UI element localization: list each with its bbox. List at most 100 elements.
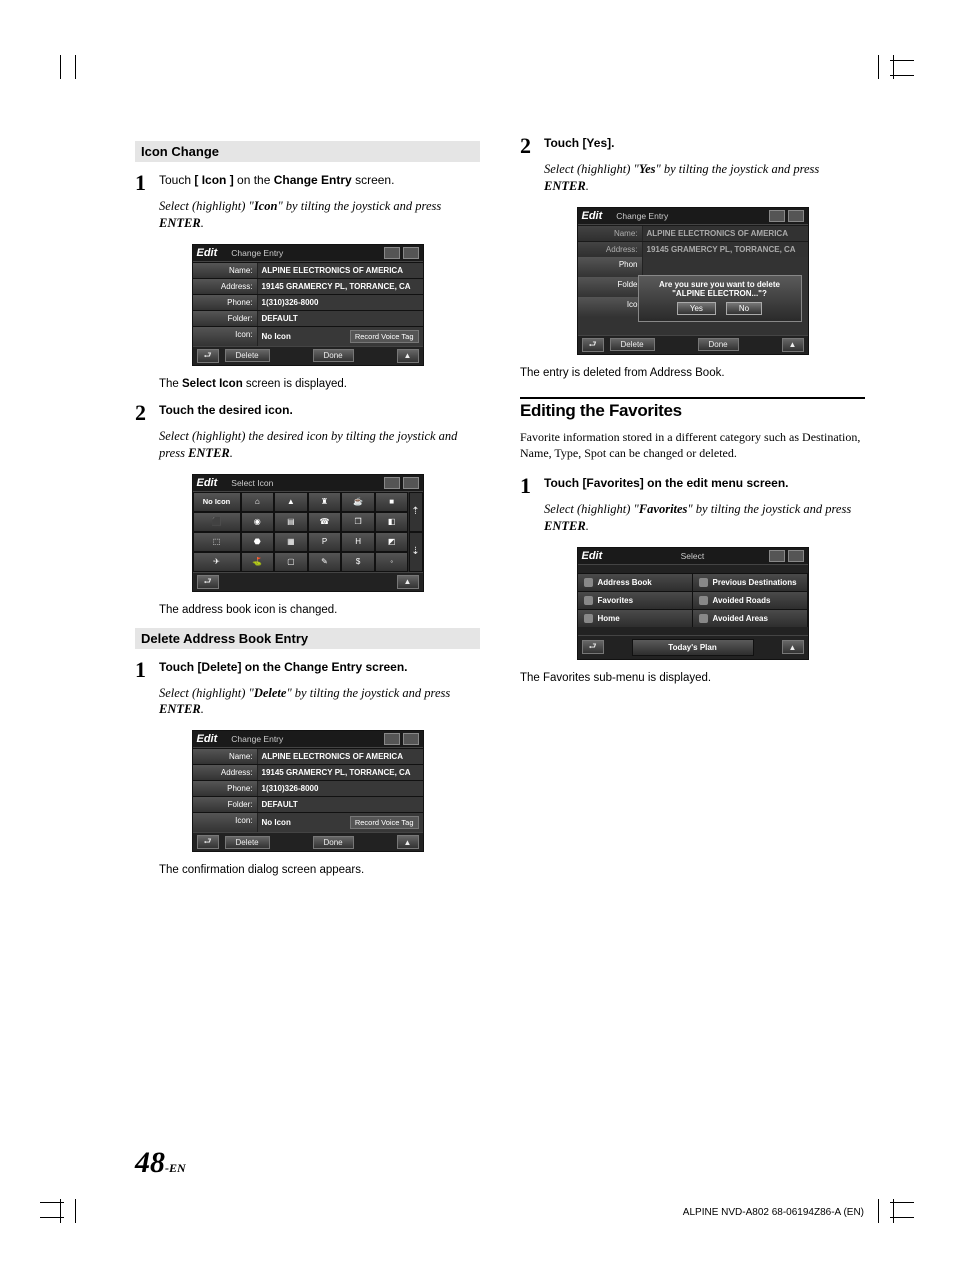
ss-done-button: Done [698,338,739,351]
step-number: 2 [520,135,544,157]
ss-label: Icon: [193,813,258,832]
prev-dest-icon [699,578,708,587]
caption: The entry is deleted from Address Book. [520,367,865,379]
icon-cell: ⬛ [193,512,241,532]
ss-delete-button: Delete [225,349,270,362]
caption: The confirmation dialog screen appears. [159,864,480,876]
subheading-icon-change: Icon Change [135,141,480,162]
ss-value: 19145 GRAMERCY PL, TORRANCE, CA [258,279,423,294]
ss-title-icons [384,477,419,489]
ss-label: Address: [578,242,643,257]
ss-title-edit: Edit [582,550,603,562]
icon-cell: ♜ [308,492,342,512]
ss-label: Folder: [193,311,258,326]
ss-title-icons [384,247,419,259]
icon-grid: No Icon ⌂ ▲ ♜ ☕ ■ ⬛ ◉ ▤ ☎ ❒ ◧ ⬚ ⬣ [193,492,409,572]
icon-cell: ◉ [241,512,275,532]
ss-up-icon: ▲ [782,338,804,352]
ss-up-icon: ▲ [782,640,804,654]
heading-editing-favorites: Editing the Favorites [520,397,865,421]
ss-record-voice-tag: Record Voice Tag [350,816,419,829]
scroll-down-icon: ⇣ [409,532,423,572]
ss-done-button: Done [313,349,354,362]
ss-record-voice-tag: Record Voice Tag [350,330,419,343]
icon-cell: ❒ [341,512,375,532]
document-footer: ALPINE NVD-A802 68-06194Z86-A (EN) [683,1207,864,1218]
ss-back-icon: ⮐ [197,349,219,363]
ss-back-icon: ⮐ [582,640,604,654]
page-number: 48-EN [135,1146,186,1180]
step-text: Touch [Favorites] on the edit menu scree… [544,475,789,497]
icon-cell: ☕ [341,492,375,512]
ss-done-button: Done [313,836,354,849]
home-icon [584,614,593,623]
no-icon-cell: No Icon [193,492,241,512]
caption: The Favorites sub-menu is displayed. [520,672,865,684]
ss-value: 19145 GRAMERCY PL, TORRANCE, CA [258,765,423,780]
screenshot-delete-confirm: Edit Change Entry Name:ALPINE ELECTRONIC… [577,207,809,355]
confirm-dialog: Are you sure you want to delete "ALPINE … [638,275,802,322]
step-text: Touch [ Icon ] on the Change Entry scree… [159,172,394,194]
ss-back-icon: ⮐ [197,835,219,849]
avoided-roads-icon [699,596,708,605]
caption: The Select Icon screen is displayed. [159,378,480,390]
ss-delete-button: Delete [610,338,655,351]
icon-cell: ✎ [308,552,342,572]
ss-label: Icon: [193,327,258,346]
ss-label: Ico [578,297,643,317]
icon-cell: ◩ [375,532,409,552]
ss-back-icon: ⮐ [582,338,604,352]
dialog-yes-button: Yes [677,302,716,315]
icon-cell: H [341,532,375,552]
ss-title-icons [384,733,419,745]
icon-cell: ✈ [193,552,241,572]
ss-up-icon: ▲ [397,575,419,589]
icon-cell: ◦ [375,552,409,572]
ss-title-edit: Edit [197,477,218,489]
ss-label: Address: [193,765,258,780]
step-text: Touch [Yes]. [544,135,614,157]
icon-cell: ⬣ [241,532,275,552]
ss-label: Name: [578,226,643,241]
ss-value: ALPINE ELECTRONICS OF AMERICA [258,749,423,764]
select-item: Previous Destinations [693,573,808,591]
step-italic: Select (highlight) the desired icon by t… [159,428,480,462]
screenshot-select-icon: Edit Select Icon No Icon ⌂ ▲ ♜ ☕ ■ ⬛ ◉ ▤ [192,474,424,592]
ss-value: ALPINE ELECTRONICS OF AMERICA [258,263,423,278]
avoided-areas-icon [699,614,708,623]
todays-plan-button: Today's Plan [632,639,754,656]
ss-delete-button: Delete [225,836,270,849]
step-italic: Select (highlight) "Favorites" by tiltin… [544,501,865,535]
icon-cell: ▤ [274,512,308,532]
ss-title-sub: Select Icon [231,478,383,488]
ss-title-sub: Change Entry [231,248,383,258]
icon-cell: ⌂ [241,492,275,512]
ss-value: DEFAULT [258,311,423,326]
screenshot-edit-select: Edit Select Address Book Previous Destin… [577,547,809,660]
icon-cell: ⬚ [193,532,241,552]
icon-cell: ◧ [375,512,409,532]
subheading-delete-entry: Delete Address Book Entry [135,628,480,649]
ss-value: 1(310)326-8000 [258,295,423,310]
icon-cell: $ [341,552,375,572]
ss-title-edit: Edit [197,733,218,745]
ss-value: No IconRecord Voice Tag [258,327,423,346]
ss-title-edit: Edit [197,247,218,259]
ss-up-icon: ▲ [397,835,419,849]
step-number: 1 [135,659,159,681]
icon-cell: ▲ [274,492,308,512]
ss-value: 1(310)326-8000 [258,781,423,796]
ss-label: Phon [578,257,643,277]
scroll-up-icon: ⇡ [409,492,423,532]
icon-scroll: ⇡ ⇣ [409,492,423,572]
screenshot-change-entry-2: Edit Change Entry Name:ALPINE ELECTRONIC… [192,730,424,852]
step-italic: Select (highlight) "Delete" by tilting t… [159,685,480,719]
ss-label: Address: [193,279,258,294]
ss-title-sub: Change Entry [616,211,768,221]
select-item: Avoided Areas [693,609,808,627]
screenshot-change-entry-1: Edit Change Entry Name:ALPINE ELECTRONIC… [192,244,424,366]
caption: The address book icon is changed. [159,604,480,616]
ss-title-icons [769,550,804,562]
address-book-icon [584,578,593,587]
icon-cell: P [308,532,342,552]
